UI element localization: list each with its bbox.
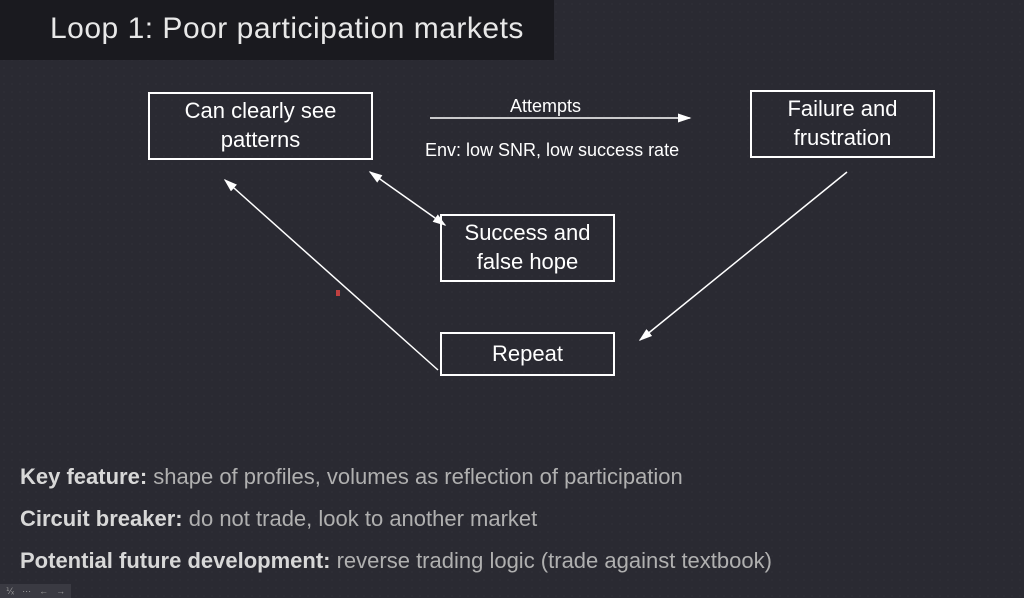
key-feature-line: Key feature: shape of profiles, volumes … [20,464,683,490]
node-patterns: Can clearly see patterns [148,92,373,160]
node-patterns-l2: patterns [221,127,301,152]
diagram-area: Can clearly see patterns Failure and fru… [0,0,1024,598]
node-failure-l2: frustration [794,125,892,150]
node-failure-l1: Failure and [787,96,897,121]
node-failure: Failure and frustration [750,90,935,158]
node-repeat-l1: Repeat [492,340,563,369]
node-patterns-l1: Can clearly see [185,98,337,123]
key-feature-rest: shape of profiles, volumes as reflection… [147,464,683,489]
node-repeat: Repeat [440,332,615,376]
future-dev-line: Potential future development: reverse tr… [20,548,772,574]
cursor-marker [336,290,340,296]
circuit-breaker-line: Circuit breaker: do not trade, look to a… [20,506,537,532]
future-dev-bold: Potential future development: [20,548,330,573]
toolbar-prev-icon[interactable]: ← [39,586,48,596]
node-success-l2: false hope [477,249,579,274]
future-dev-rest: reverse trading logic (trade against tex… [330,548,771,573]
node-success: Success and false hope [440,214,615,282]
node-success-l1: Success and [465,220,591,245]
circuit-breaker-bold: Circuit breaker: [20,506,183,531]
toolbar-fraction-icon[interactable]: ⅟ₓ [6,586,14,597]
bottom-toolbar: ⅟ₓ ⋯ ← → [0,584,71,598]
toolbar-more-icon[interactable]: ⋯ [22,586,31,597]
label-attempts: Attempts [510,96,581,117]
label-env: Env: low SNR, low success rate [425,140,679,161]
circuit-breaker-rest: do not trade, look to another market [183,506,538,531]
key-feature-bold: Key feature: [20,464,147,489]
toolbar-next-icon[interactable]: → [56,586,65,596]
